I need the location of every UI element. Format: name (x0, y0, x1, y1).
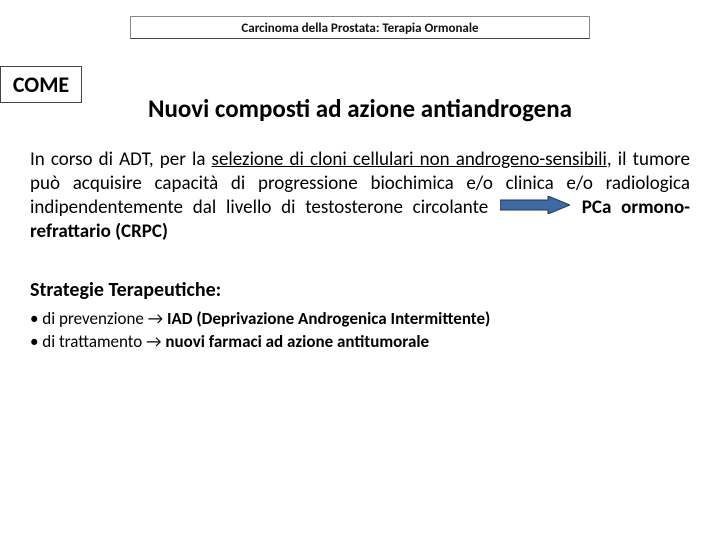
body-paragraph: In corso di ADT, per la selezione di clo… (30, 148, 690, 244)
header-text: Carcinoma della Prostata: Terapia Ormona… (241, 21, 478, 36)
strategies-list: • di prevenzione → IAD (Deprivazione And… (30, 308, 690, 352)
list-item: • di trattamento → nuovi farmaci ad azio… (30, 331, 690, 352)
list-item: • di prevenzione → IAD (Deprivazione And… (30, 308, 690, 329)
title-text: Nuovi composti ad azione antiandrogena (148, 93, 572, 124)
section-badge: COME (0, 66, 82, 103)
item-lead: • di prevenzione → (30, 308, 167, 329)
arrow-icon (500, 196, 570, 221)
item-bold: IAD (Deprivazione Androgenica Intermitte… (167, 308, 490, 329)
badge-text: COME (13, 71, 69, 98)
header-bar: Carcinoma della Prostata: Terapia Ormona… (130, 16, 590, 39)
arrow-polygon (500, 196, 570, 214)
strategies-heading: Strategie Terapeutiche: (30, 278, 690, 302)
para-underlined: selezione di cloni cellulari non androge… (212, 148, 607, 171)
para-pre: In corso di ADT, per la (30, 148, 212, 171)
item-lead: • di trattamento → (30, 331, 165, 352)
item-bold: nuovi farmaci ad azione antitumorale (165, 331, 429, 352)
slide-title: Nuovi composti ad azione antiandrogena (0, 93, 720, 124)
